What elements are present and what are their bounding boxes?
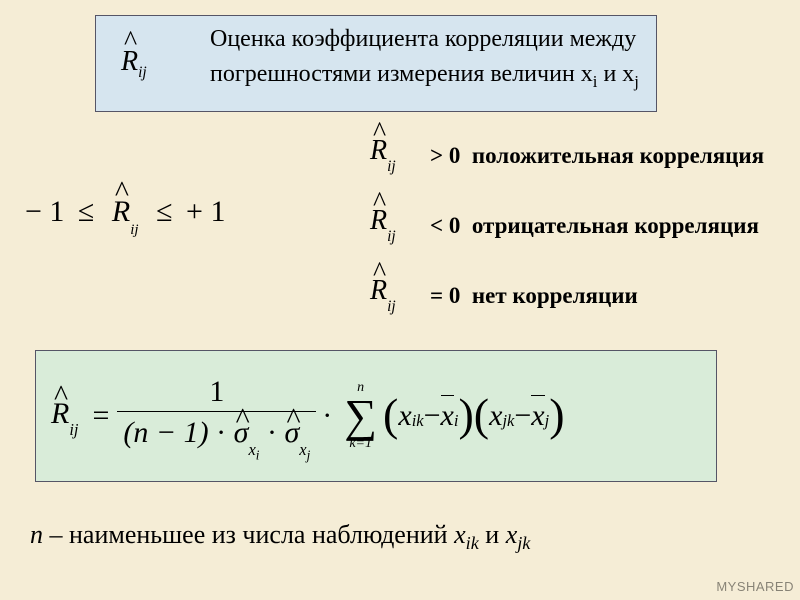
range-le2: ≤ <box>156 195 172 228</box>
hat-mark: ^ <box>124 26 137 58</box>
definition-symbol: ^ Rij <box>121 46 147 82</box>
range-plus-one: + 1 <box>186 195 225 228</box>
case-negative: ^ Rij < 0 отрицательная корреляция <box>370 205 396 241</box>
summation: n ∑ k=1 <box>344 381 377 450</box>
case-none: ^ Rij = 0 нет корреляции <box>370 275 396 311</box>
range-sub: ij <box>130 222 138 238</box>
range-minus-one: − 1 <box>25 195 64 228</box>
case-1-label: отрицательная корреляция <box>472 213 759 238</box>
case-0-label: положительная корреляция <box>472 143 764 168</box>
watermark: MYSHARED <box>716 579 794 594</box>
def-line2-mid: и x <box>597 61 634 87</box>
correlation-formula: ^ Rij = 1 (n − 1) · ^σ̂σxi · ^σσxj · n ∑… <box>51 361 701 471</box>
definition-text: Оценка коэффициента корреляции между пог… <box>210 22 650 94</box>
case-2-label: нет корреляции <box>472 283 638 308</box>
def-symbol-sub: ij <box>138 64 147 81</box>
formula-fraction: 1 (n − 1) · ^σ̂σxi · ^σσxj <box>117 375 316 457</box>
case-positive: ^ Rij > 0 положительная корреляция <box>370 135 396 171</box>
n-note: n – наименьшее из числа наблюдений xik и… <box>30 520 530 554</box>
def-line2-prefix: погрешностями измерения величин x <box>210 61 593 87</box>
range-le1: ≤ <box>78 195 94 228</box>
def-line1: Оценка коэффициента корреляции между <box>210 26 636 52</box>
def-sub-j: j <box>634 72 639 91</box>
range-symbol: ^ Rij <box>112 195 139 233</box>
range-inequality: − 1 ≤ ^ Rij ≤ + 1 <box>25 195 225 233</box>
formula-box: ^ Rij = 1 (n − 1) · ^σ̂σxi · ^σσxj · n ∑… <box>35 350 717 482</box>
